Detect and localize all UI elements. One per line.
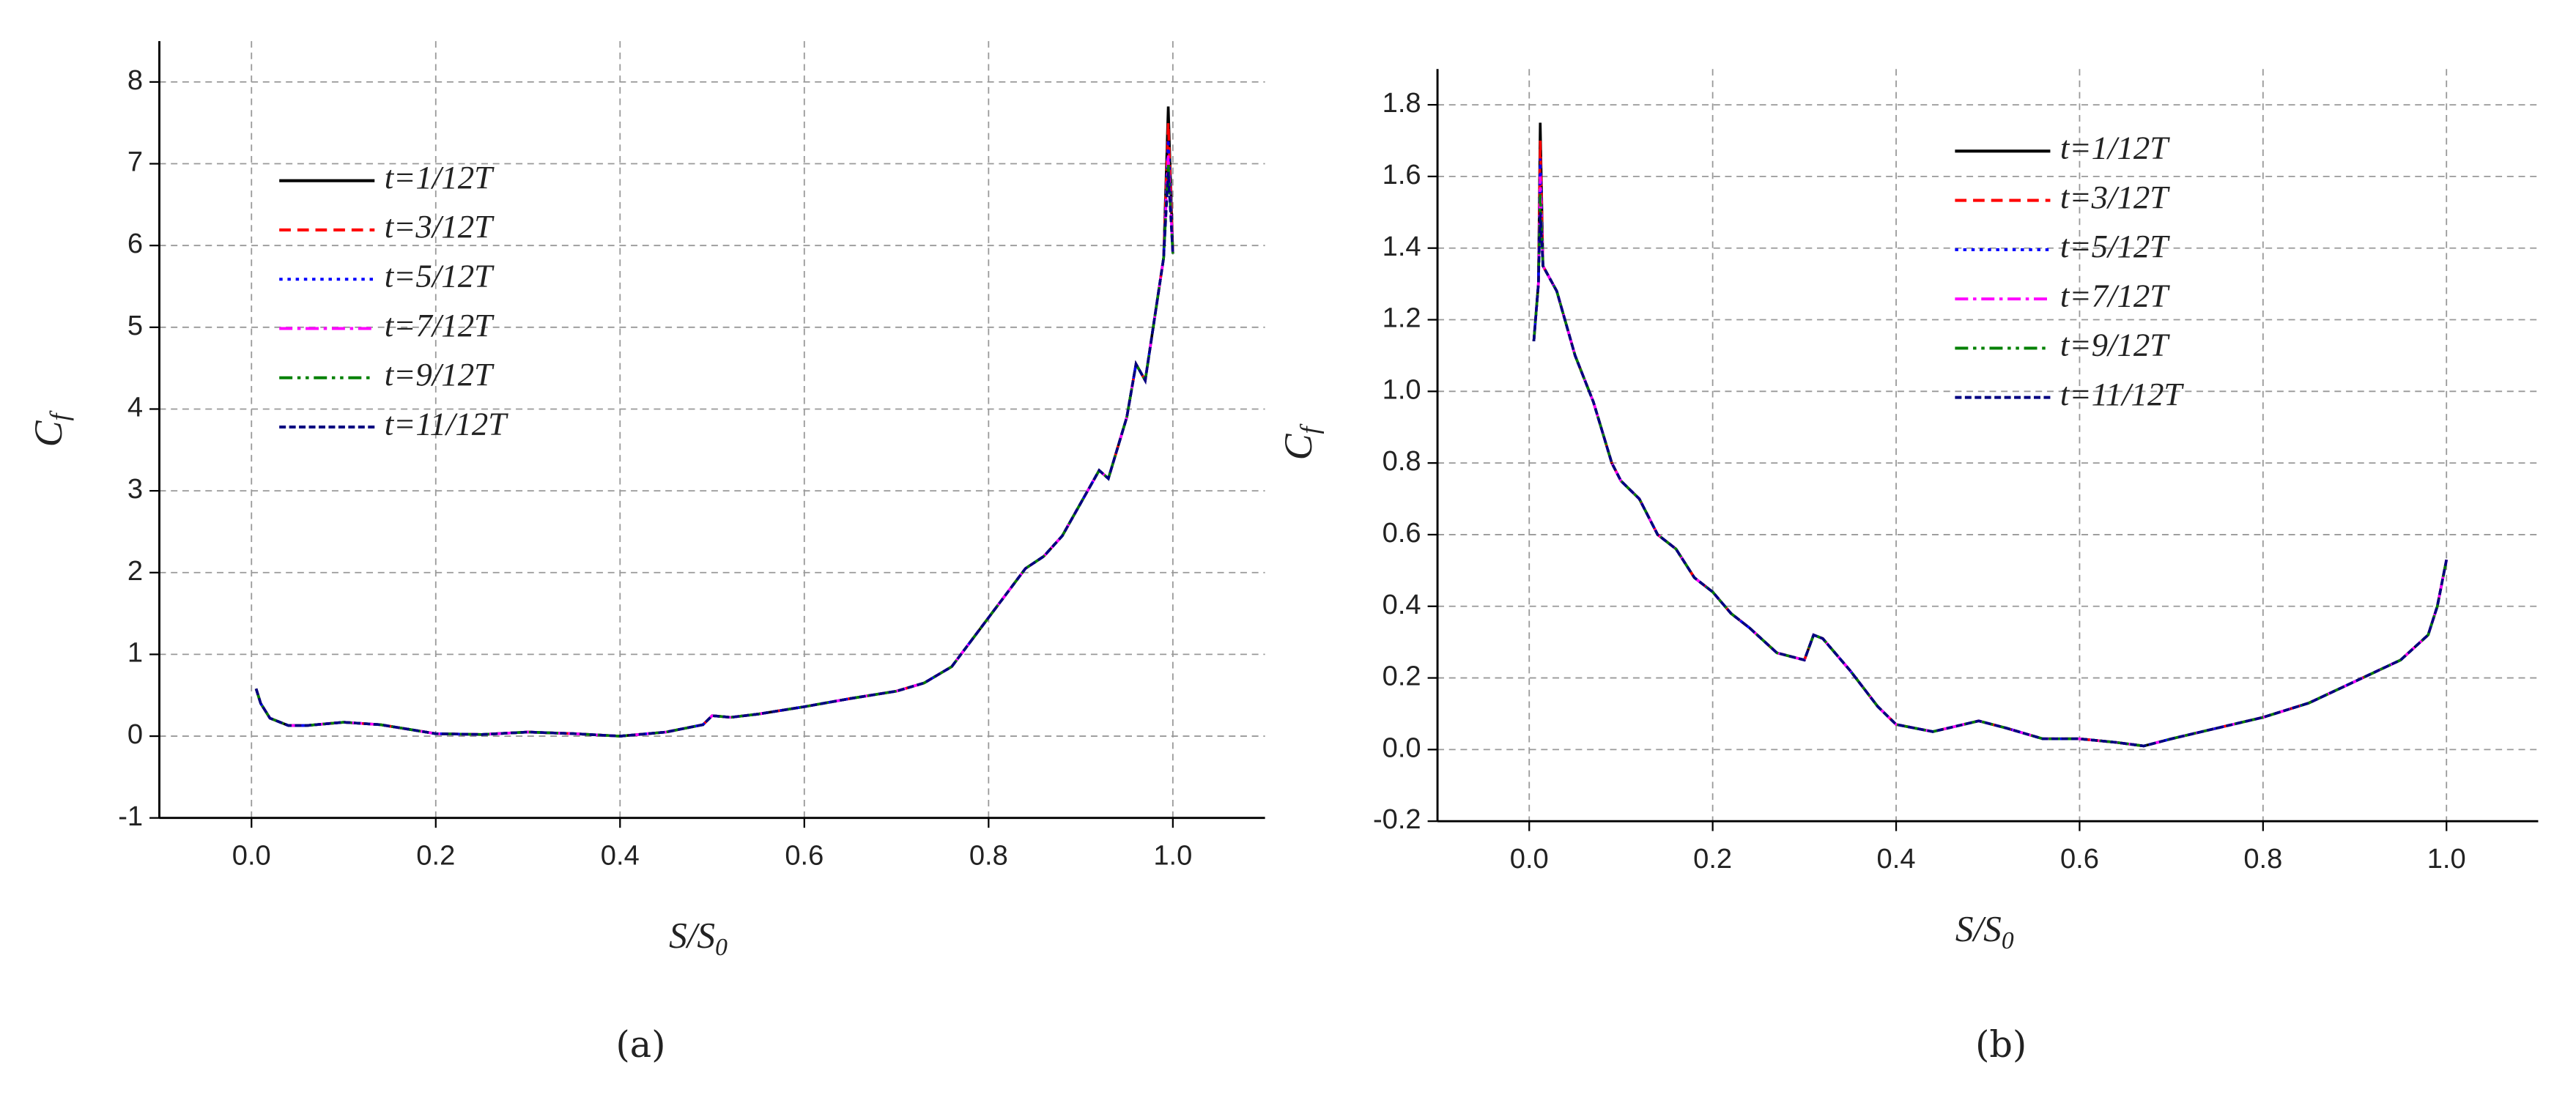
y-tick-label: 0.0 [1383,732,1421,763]
y-tick-label: 5 [127,311,143,341]
series-line [1532,140,2448,748]
y-tick-label: 0.6 [1383,518,1421,549]
caption: (b) [1975,1023,2027,1066]
y-tick-label: 3 [127,474,143,505]
y-axis-label: Cf [26,410,74,448]
legend-label: t=1/12T [385,159,495,196]
series-line [1532,194,2448,748]
x-tick-label: 0.6 [785,841,823,872]
y-tick-label: 8 [127,65,143,96]
x-tick-label: 1.0 [1153,841,1192,872]
y-tick-label: 4 [127,393,143,423]
y-tick-label: 1.0 [1383,374,1421,405]
x-tick-label: 0.0 [232,841,271,872]
x-tick-label: 0.4 [1877,844,1916,875]
legend-label: t=1/12T [2060,130,2170,166]
y-tick-label: 7 [127,147,143,178]
y-tick-label: 0.2 [1383,661,1421,692]
legend-label: t=11/12T [385,405,508,442]
x-tick-label: 0.2 [416,841,455,872]
legend-label: t=5/12T [385,258,495,294]
y-tick-label: 0.8 [1383,446,1421,477]
x-tick-label: 0.8 [2243,844,2282,875]
y-tick-label: 1.6 [1383,160,1421,190]
y-tick-label: -1 [118,801,143,832]
x-axis-label-text: S/S [1955,909,2002,949]
y-tick-label: 0.4 [1383,590,1421,620]
legend-label: t=7/12T [385,307,495,344]
caption: (a) [616,1023,666,1066]
y-tick-label: 1 [127,637,143,668]
legend-label: t=9/12T [2060,327,2170,363]
series-line [1532,158,2448,748]
series-line [1532,122,2448,748]
x-axis-label: S/S0 [1955,909,2014,954]
x-tick-label: 0.0 [1510,844,1549,875]
y-tick-label: 6 [127,229,143,259]
y-tick-label: 1.4 [1383,231,1421,262]
legend-label: t=11/12T [2060,376,2184,412]
y-axis-label-text: C [1277,433,1321,460]
y-tick-label: 1.8 [1383,88,1421,119]
y-axis-label-text: C [26,420,70,447]
x-tick-label: 0.6 [2060,844,2099,875]
x-axis-label: S/S0 [669,916,728,961]
x-axis-label-sub: 0 [715,934,728,961]
series-line [254,163,1174,738]
series-line [1532,176,2448,748]
x-tick-label: 0.2 [1693,844,1732,875]
x-tick-label: 0.8 [969,841,1008,872]
x-tick-label: 0.4 [601,841,640,872]
y-axis-label-sub: f [1295,423,1325,434]
x-axis-label-text: S/S [669,916,715,956]
legend-label: t=5/12T [2060,228,2170,264]
y-tick-label: 1.2 [1383,303,1421,334]
series-line [1532,212,2448,748]
y-tick-label: 0 [127,719,143,750]
y-tick-label: 2 [127,556,143,587]
legend-label: t=9/12T [385,356,495,393]
legend-label: t=7/12T [2060,277,2170,313]
chart: -0.2 0.0 0.2 0.4 0.6 0.8 1.0 1.2 1.4 1.6 1.8 0.0 0.2… [1277,69,2539,1066]
legend-label: t=3/12T [385,208,495,245]
y-axis-label: Cf [1277,423,1325,460]
series-line [254,171,1174,738]
legend-label: t=3/12T [2060,179,2170,215]
y-axis-label-sub: f [45,410,74,421]
x-axis-label-sub: 0 [2002,927,2014,954]
y-tick-label: -0.2 [1373,804,1421,835]
x-tick-label: 1.0 [2427,844,2466,875]
